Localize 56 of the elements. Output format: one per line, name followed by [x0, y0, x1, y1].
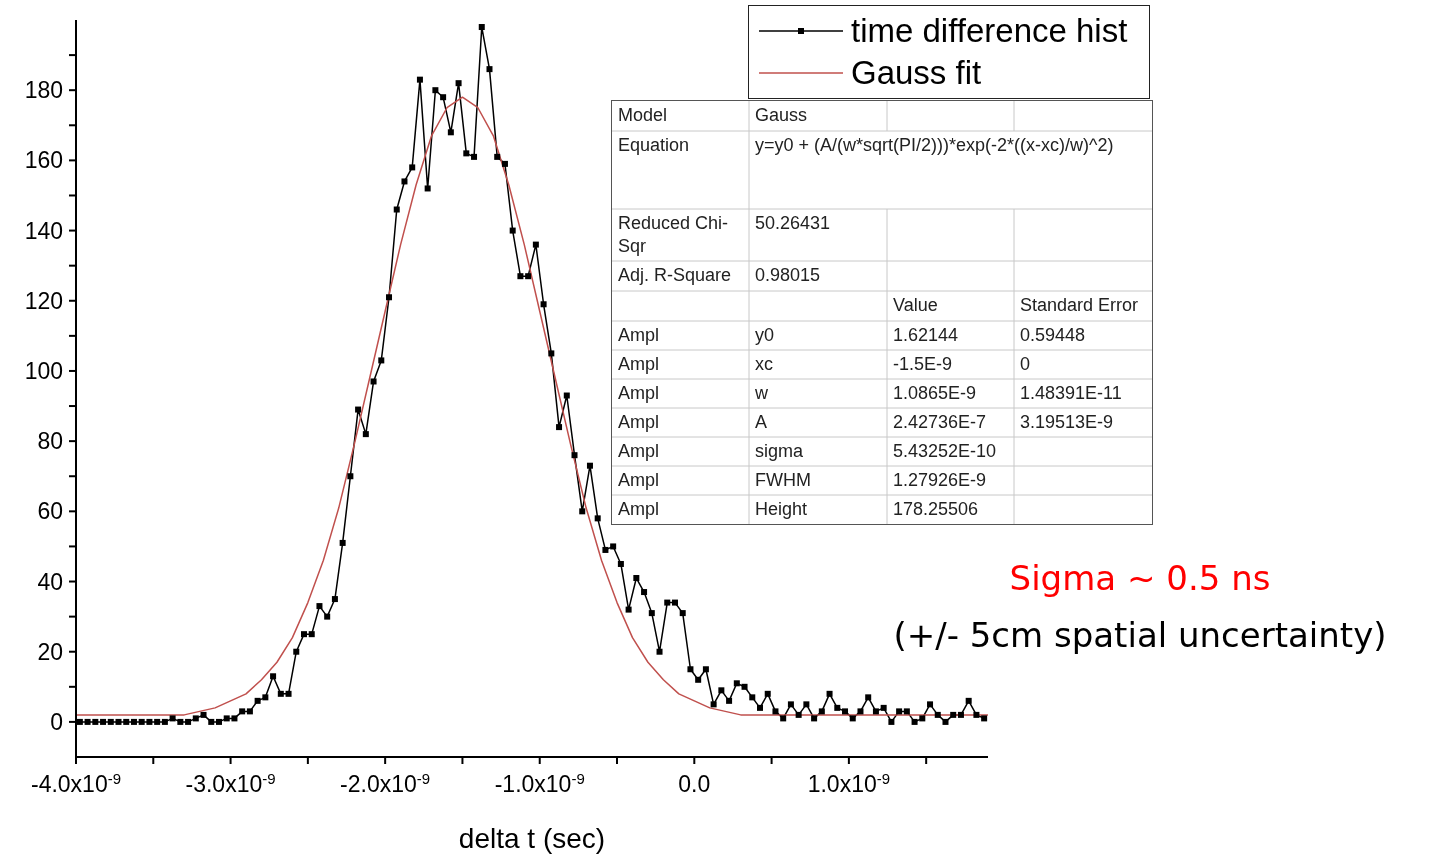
- text: 1.48391E-11: [1020, 383, 1122, 403]
- annotation: Adj. R-Square: [618, 265, 732, 285]
- y-tick-label: 140: [24, 217, 63, 244]
- annotation: y=y0 + (A/(w*sqrt(PI/2)))*exp(-2*((x-xc)/w)^2): [755, 135, 1114, 155]
- annotation: y0: [755, 325, 775, 345]
- annotation: xc: [755, 354, 773, 374]
- y-tick-label: 20: [37, 638, 63, 665]
- y-tick-label: 160: [24, 147, 63, 174]
- annotation: 1.62144: [893, 325, 959, 345]
- text: 0: [1020, 354, 1031, 374]
- y-tick-label: 40: [37, 568, 63, 595]
- annotation: Ampl: [618, 383, 660, 403]
- x-tick-label: 1.0x10$^{-9}$: [807, 769, 891, 797]
- annotation: FWHM: [755, 470, 811, 490]
- y-tick-label: 0: [50, 708, 63, 735]
- x-tick-label: -3.0x10$^{-9}$: [185, 769, 276, 797]
- annotation: A: [755, 412, 768, 432]
- annotation: 178.25506: [893, 499, 979, 519]
- annotation: Ampl: [618, 325, 660, 345]
- annotation: Height: [755, 499, 808, 519]
- annotation: Ampl: [618, 412, 660, 432]
- text: Standard Error: [1020, 295, 1139, 315]
- annotation: Ampl: [618, 354, 660, 374]
- y-tick-label: 180: [24, 77, 63, 104]
- annotation: 0.98015: [755, 265, 821, 285]
- annotation: Model: [618, 105, 668, 125]
- annotation: 1.0865E-9: [893, 383, 977, 403]
- annotation: 50.26431: [755, 213, 831, 233]
- annotation: 1.27926E-9: [893, 470, 987, 490]
- annotation: Value: [893, 295, 938, 315]
- y-tick-label: 60: [37, 498, 63, 525]
- text: Sigma ~ 0.5 ns: [1009, 558, 1271, 598]
- annotation: (+/- 5cm spatial uncertainty): [893, 615, 1387, 655]
- x-axis-title: delta t (sec): [458, 823, 606, 854]
- legend-label: Gauss fit: [851, 54, 982, 92]
- annotation: 2.42736E-7: [893, 412, 987, 432]
- x-tick-label: -2.0x10$^{-9}$: [340, 769, 431, 797]
- annotation: Ampl: [618, 499, 660, 519]
- y-tick-label: 80: [37, 428, 63, 455]
- annotation: Gauss: [755, 105, 808, 125]
- annotation: Equation: [618, 135, 690, 155]
- annotation: Reduced Chi-Sqr: [618, 213, 729, 256]
- annotation: w: [755, 383, 768, 403]
- annotation: Ampl: [618, 441, 660, 461]
- legend-label: time difference hist: [851, 12, 1128, 50]
- y-tick-label: 100: [24, 357, 63, 384]
- annotation: -1.5E-9: [893, 354, 953, 374]
- text: 0.59448: [1020, 325, 1086, 345]
- annotation: 5.43252E-10: [893, 441, 997, 461]
- text: 3.19513E-9: [1020, 412, 1114, 432]
- x-tick-label: -4.0x10$^{-9}$: [30, 769, 122, 797]
- annotation: sigma: [755, 441, 804, 461]
- x-tick-label: 0.0: [678, 771, 711, 797]
- annotation: Ampl: [618, 470, 660, 490]
- x-tick-label: -1.0x10$^{-9}$: [494, 769, 585, 797]
- y-tick-label: 120: [24, 287, 63, 314]
